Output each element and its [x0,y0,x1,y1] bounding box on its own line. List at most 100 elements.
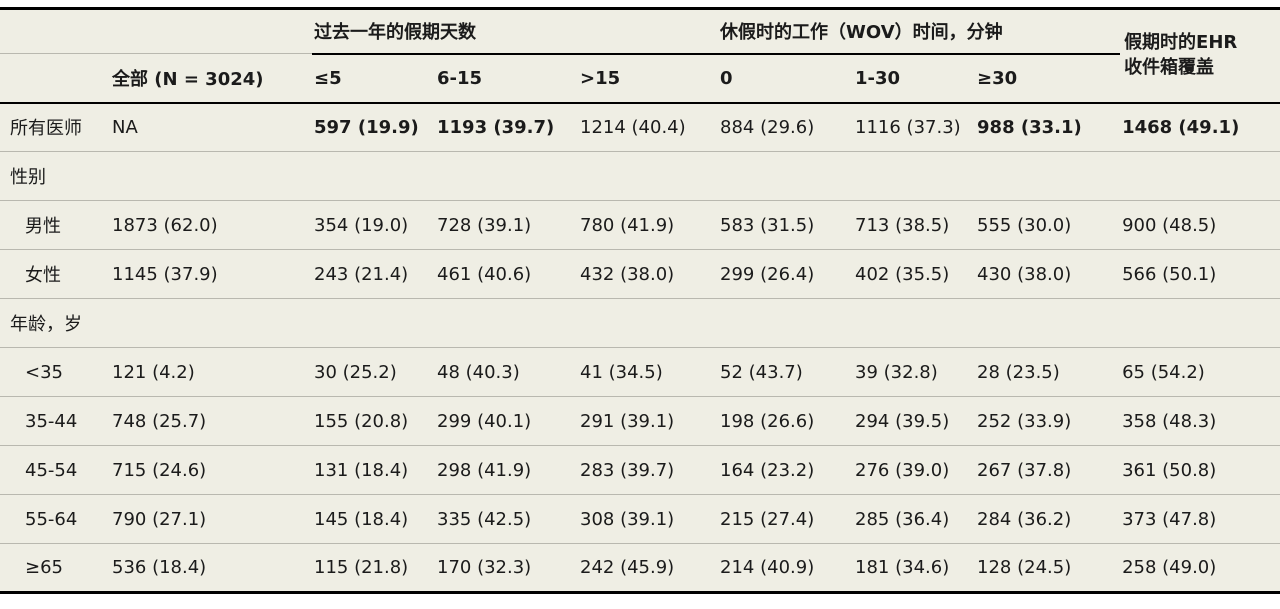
table-cell: 252 (33.9) [975,396,1121,446]
row-label: 女性 [0,249,110,299]
table-cell: 1873 (62.0) [110,200,312,250]
table-cell: 583 (31.5) [718,200,854,250]
column-header-1-30: 1-30 [853,53,976,104]
table-cell: 1468 (49.1) [1120,102,1280,152]
row-label: <35 [0,347,110,397]
row-label: 年龄，岁 [0,298,1280,348]
table-cell: 308 (39.1) [578,494,719,544]
table-cell: 555 (30.0) [975,200,1121,250]
table-cell: 284 (36.2) [975,494,1121,544]
table-cell: 402 (35.5) [853,249,976,299]
table-cell: 354 (19.0) [312,200,435,250]
table-cell: 748 (25.7) [110,396,312,446]
table-row: <35 121 (4.2) 30 (25.2) 48 (40.3) 41 (34.5) 5… [0,347,1280,397]
table-cell: 198 (26.6) [718,396,854,446]
header-spacer [110,8,312,54]
row-label: 所有医师 [0,102,110,152]
table-cell: 1193 (39.7) [435,102,578,152]
column-header-0: 0 [718,53,854,104]
table-cell: 65 (54.2) [1120,347,1280,397]
table-cell: 298 (41.9) [435,445,578,495]
ehr-header-line1: 假期时的EHR [1124,32,1238,54]
table-body: 所有医师 NA 597 (19.9) 1193 (39.7) 1214 (40.4) 88… [0,102,1280,594]
table-cell: 181 (34.6) [853,543,976,594]
table-cell: 294 (39.5) [853,396,976,446]
table-cell: 715 (24.6) [110,445,312,495]
table-header: 过去一年的假期天数 休假时的工作（WOV）时间，分钟 假期时的EHR 收件箱覆盖 … [0,8,1280,104]
table-cell: 283 (39.7) [578,445,719,495]
table-cell: 214 (40.9) [718,543,854,594]
table-cell: 164 (23.2) [718,445,854,495]
table-cell: 988 (33.1) [975,102,1121,152]
table-cell: 335 (42.5) [435,494,578,544]
table-cell: 128 (24.5) [975,543,1121,594]
table-row: 所有医师 NA 597 (19.9) 1193 (39.7) 1214 (40.4) 88… [0,102,1280,152]
table-cell: 267 (37.8) [975,445,1121,495]
table-row: ≥65 536 (18.4) 115 (21.8) 170 (32.3) 242 (45… [0,543,1280,594]
section-row: 性别 [0,151,1280,201]
row-label: 35-44 [0,396,110,446]
table-cell: 361 (50.8) [1120,445,1280,495]
header-spacer [0,8,110,54]
column-header-le5: ≤5 [312,53,435,104]
table-cell: 713 (38.5) [853,200,976,250]
table-cell: 790 (27.1) [110,494,312,544]
column-header-gt15: >15 [578,53,719,104]
table-cell: 39 (32.8) [853,347,976,397]
row-label: 性别 [0,151,1280,201]
table-cell: 243 (21.4) [312,249,435,299]
row-label: 55-64 [0,494,110,544]
table-cell: 285 (36.4) [853,494,976,544]
table-cell: 536 (18.4) [110,543,312,594]
header-spacer [0,53,110,104]
table-cell: 258 (49.0) [1120,543,1280,594]
table-cell: 1116 (37.3) [853,102,976,152]
table-cell: 780 (41.9) [578,200,719,250]
table-cell: 900 (48.5) [1120,200,1280,250]
table-cell: 41 (34.5) [578,347,719,397]
table-cell: 30 (25.2) [312,347,435,397]
table-cell: 299 (26.4) [718,249,854,299]
table-cell: NA [110,102,312,152]
table-cell: 1214 (40.4) [578,102,719,152]
table-row: 55-64 790 (27.1) 145 (18.4) 335 (42.5) 308 (… [0,494,1280,544]
table-row: 男性 1873 (62.0) 354 (19.0) 728 (39.1) 780 (41… [0,200,1280,250]
table-row: 女性 1145 (37.9) 243 (21.4) 461 (40.6) 432 (38… [0,249,1280,299]
table-cell: 358 (48.3) [1120,396,1280,446]
table-cell: 215 (27.4) [718,494,854,544]
table-cell: 242 (45.9) [578,543,719,594]
table-cell: 373 (47.8) [1120,494,1280,544]
physician-vacation-table: 过去一年的假期天数 休假时的工作（WOV）时间，分钟 假期时的EHR 收件箱覆盖 … [0,7,1280,594]
group-header-wov-minutes: 休假时的工作（WOV）时间，分钟 [718,8,1121,55]
column-header-row: 全部 (N = 3024) ≤5 6-15 >15 0 1-30 ≥30 [0,53,1280,104]
column-header-total: 全部 (N = 3024) [110,53,312,104]
table-cell: 121 (4.2) [110,347,312,397]
column-header-ehr-coverage: 假期时的EHR 收件箱覆盖 [1120,8,1280,104]
table-cell: 170 (32.3) [435,543,578,594]
table-cell: 432 (38.0) [578,249,719,299]
table-row: 35-44 748 (25.7) 155 (20.8) 299 (40.1) 291 (… [0,396,1280,446]
table-cell: 728 (39.1) [435,200,578,250]
table-row: 45-54 715 (24.6) 131 (18.4) 298 (41.9) 283 (… [0,445,1280,495]
row-label: 45-54 [0,445,110,495]
row-label: 男性 [0,200,110,250]
table-cell: 52 (43.7) [718,347,854,397]
column-header-ge30: ≥30 [975,53,1121,104]
table-cell: 430 (38.0) [975,249,1121,299]
table-cell: 291 (39.1) [578,396,719,446]
table-cell: 461 (40.6) [435,249,578,299]
section-row: 年龄，岁 [0,298,1280,348]
table-cell: 155 (20.8) [312,396,435,446]
table-cell: 145 (18.4) [312,494,435,544]
column-header-6-15: 6-15 [435,53,578,104]
table-cell: 131 (18.4) [312,445,435,495]
group-header-row: 过去一年的假期天数 休假时的工作（WOV）时间，分钟 假期时的EHR 收件箱覆盖 [0,8,1280,104]
group-header-vacation-days: 过去一年的假期天数 [312,8,719,55]
table-cell: 48 (40.3) [435,347,578,397]
ehr-header-line2: 收件箱覆盖 [1124,56,1215,78]
table-cell: 299 (40.1) [435,396,578,446]
table-cell: 28 (23.5) [975,347,1121,397]
row-label: ≥65 [0,543,110,594]
table-cell: 115 (21.8) [312,543,435,594]
